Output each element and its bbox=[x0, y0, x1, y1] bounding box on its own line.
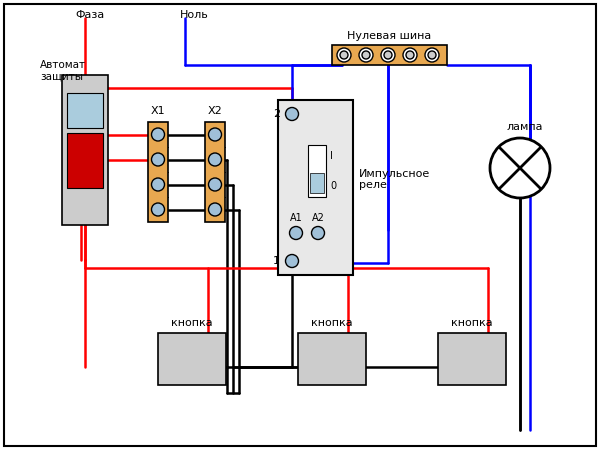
Bar bbox=[438, 333, 506, 385]
Text: I: I bbox=[330, 151, 333, 161]
Circle shape bbox=[359, 48, 373, 62]
Circle shape bbox=[311, 226, 325, 239]
Text: Автомат
защиты: Автомат защиты bbox=[40, 60, 86, 81]
Circle shape bbox=[384, 51, 392, 59]
Circle shape bbox=[209, 153, 221, 166]
Circle shape bbox=[337, 48, 351, 62]
Circle shape bbox=[406, 51, 414, 59]
Bar bbox=[298, 333, 366, 385]
Circle shape bbox=[425, 48, 439, 62]
Circle shape bbox=[403, 48, 417, 62]
Circle shape bbox=[490, 138, 550, 198]
Text: X2: X2 bbox=[208, 106, 223, 116]
Circle shape bbox=[209, 178, 221, 191]
Bar bbox=[67, 93, 103, 128]
Circle shape bbox=[209, 203, 221, 216]
Bar bbox=[205, 122, 225, 222]
Text: лампа: лампа bbox=[507, 122, 543, 132]
Circle shape bbox=[209, 128, 221, 141]
Circle shape bbox=[340, 51, 348, 59]
Bar bbox=[62, 75, 108, 225]
Circle shape bbox=[151, 128, 164, 141]
Circle shape bbox=[428, 51, 436, 59]
Text: Нулевая шина: Нулевая шина bbox=[347, 31, 431, 41]
Text: 0: 0 bbox=[330, 181, 336, 191]
Circle shape bbox=[151, 153, 164, 166]
Text: кнопка: кнопка bbox=[451, 318, 493, 328]
Text: 1: 1 bbox=[273, 256, 280, 266]
Circle shape bbox=[286, 108, 299, 121]
Circle shape bbox=[286, 255, 299, 267]
Text: X1: X1 bbox=[151, 106, 166, 116]
Bar bbox=[158, 333, 226, 385]
Text: кнопка: кнопка bbox=[171, 318, 213, 328]
Circle shape bbox=[381, 48, 395, 62]
Circle shape bbox=[362, 51, 370, 59]
Circle shape bbox=[290, 226, 302, 239]
Text: кнопка: кнопка bbox=[311, 318, 353, 328]
Text: A2: A2 bbox=[311, 213, 325, 223]
Bar bbox=[310, 173, 324, 193]
Bar bbox=[148, 122, 168, 222]
Circle shape bbox=[151, 178, 164, 191]
Bar bbox=[332, 45, 447, 65]
Circle shape bbox=[151, 203, 164, 216]
Text: Фаза: Фаза bbox=[75, 10, 104, 20]
Bar bbox=[278, 100, 353, 275]
Text: 2: 2 bbox=[273, 109, 280, 119]
Text: Ноль: Ноль bbox=[180, 10, 209, 20]
Bar bbox=[308, 145, 326, 197]
Text: Импульсное
реле: Импульсное реле bbox=[359, 169, 430, 190]
Bar bbox=[67, 133, 103, 188]
Text: A1: A1 bbox=[290, 213, 302, 223]
